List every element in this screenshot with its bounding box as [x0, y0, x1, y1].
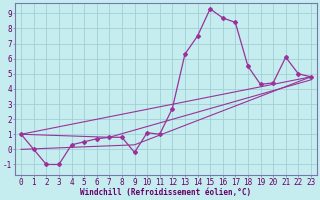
X-axis label: Windchill (Refroidissement éolien,°C): Windchill (Refroidissement éolien,°C) [80, 188, 252, 197]
